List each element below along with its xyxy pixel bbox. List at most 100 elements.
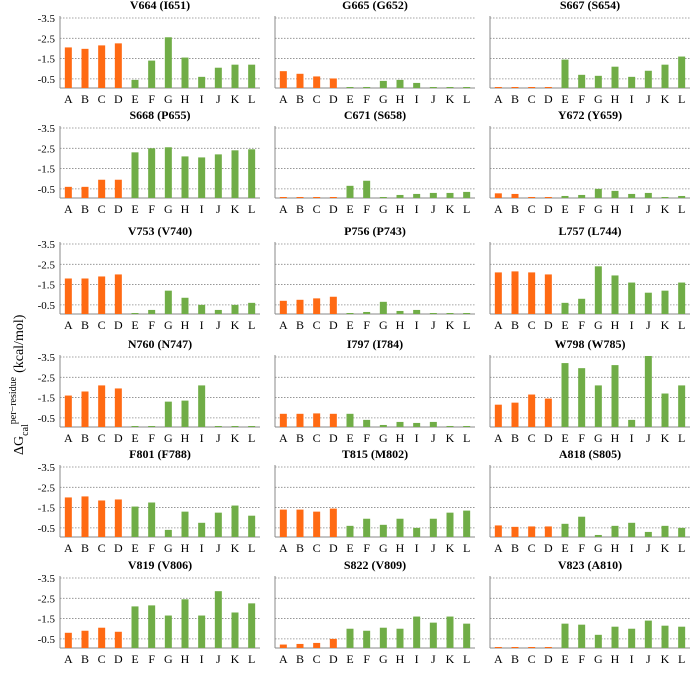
x-tick-label: H (611, 652, 620, 666)
x-tick-label: B (81, 202, 89, 216)
bar (396, 421, 404, 427)
bar (463, 191, 471, 198)
x-tick-label: C (528, 202, 536, 216)
x-tick-label: F (578, 652, 585, 666)
bar (148, 426, 156, 427)
x-tick-label: E (131, 541, 138, 555)
bar (279, 71, 287, 88)
bar (64, 278, 72, 314)
x-tick-label: C (98, 92, 106, 106)
y-tick-label: -0.5 (38, 300, 56, 312)
bar (413, 527, 421, 537)
x-tick-label: B (81, 431, 89, 445)
x-tick-label: H (181, 541, 190, 555)
bar (329, 78, 337, 88)
bar (346, 628, 354, 648)
chart-panel: G665 (G652) A B C D E F G H I J K L (274, 0, 475, 106)
x-tick-label: B (296, 652, 304, 666)
bar (363, 180, 371, 198)
x-tick-label: K (446, 202, 455, 216)
x-tick-label: B (511, 202, 519, 216)
x-tick-label: I (200, 541, 204, 555)
bar (198, 304, 206, 314)
chart-title: G665 (G652) (342, 0, 408, 12)
x-tick-label: C (528, 652, 536, 666)
x-tick-label: H (396, 318, 405, 332)
x-tick-label: B (81, 541, 89, 555)
x-tick-label: C (313, 202, 321, 216)
bar (561, 623, 569, 648)
x-tick-label: C (98, 431, 106, 445)
x-tick-label: K (231, 541, 240, 555)
bar (678, 282, 686, 314)
bar (511, 87, 519, 88)
x-tick-label: E (561, 318, 568, 332)
x-tick-label: H (611, 202, 620, 216)
bar (678, 195, 686, 198)
bar (363, 419, 371, 427)
bar (114, 388, 122, 427)
chart-panel: S668 (P655) -3.5 -2.5 -1.5 -0.5 A B C D E F G H I J K L (38, 108, 260, 216)
bar (214, 67, 222, 88)
x-tick-label: D (329, 652, 338, 666)
x-tick-label: L (463, 652, 470, 666)
x-tick-label: D (544, 541, 553, 555)
bar (164, 615, 172, 648)
x-tick-label: G (594, 318, 603, 332)
x-tick-label: K (231, 92, 240, 106)
chart-panel: A818 (S805) A B C D E F G H I J K L (489, 447, 690, 555)
x-tick-label: E (561, 431, 568, 445)
x-tick-label: L (678, 318, 685, 332)
x-tick-label: L (248, 652, 255, 666)
x-tick-label: H (396, 202, 405, 216)
bar (544, 197, 552, 198)
bar (611, 626, 619, 648)
x-tick-label: A (64, 541, 73, 555)
x-tick-label: A (279, 541, 288, 555)
y-tick-label: -1.5 (38, 614, 56, 626)
x-tick-label: A (279, 652, 288, 666)
x-tick-label: K (446, 318, 455, 332)
bar (544, 526, 552, 537)
bar (661, 290, 669, 314)
x-tick-label: D (544, 92, 553, 106)
bar (148, 60, 156, 88)
chart-panel: N760 (N747) -3.5 -2.5 -1.5 -0.5 A B C D E F G H I J K L (38, 337, 260, 445)
x-tick-label: J (216, 652, 221, 666)
bar (494, 404, 502, 427)
bar (429, 87, 437, 88)
bar (628, 76, 636, 88)
x-tick-label: C (313, 541, 321, 555)
bar (198, 385, 206, 427)
bar (363, 518, 371, 537)
x-tick-label: D (329, 202, 338, 216)
x-tick-label: D (544, 202, 553, 216)
x-tick-label: K (446, 541, 455, 555)
bar (181, 599, 189, 648)
bar (131, 606, 139, 648)
x-tick-label: I (415, 318, 419, 332)
x-tick-label: L (463, 202, 470, 216)
bar (611, 66, 619, 88)
bar (644, 292, 652, 314)
x-tick-label: H (611, 431, 620, 445)
x-tick-label: L (248, 318, 255, 332)
bar (98, 627, 106, 648)
x-tick-label: I (200, 318, 204, 332)
bar (363, 86, 371, 88)
bar (561, 363, 569, 427)
x-tick-label: F (578, 318, 585, 332)
x-tick-label: H (396, 431, 405, 445)
bar (329, 296, 337, 314)
x-tick-label: L (463, 92, 470, 106)
chart-panel: F801 (F788) -3.5 -2.5 -1.5 -0.5 A B C D E F G H I J K L (38, 447, 260, 555)
bar (329, 508, 337, 537)
x-tick-label: I (200, 92, 204, 106)
chart-title: W798 (W785) (555, 337, 626, 351)
x-tick-label: A (494, 431, 503, 445)
x-tick-label: H (396, 652, 405, 666)
chart-panel: V823 (A810) A B C D E F G H I J K L (489, 558, 690, 666)
chart-panel: L757 (L744) A B C D E F G H I J K L (489, 224, 690, 332)
bar (98, 276, 106, 314)
